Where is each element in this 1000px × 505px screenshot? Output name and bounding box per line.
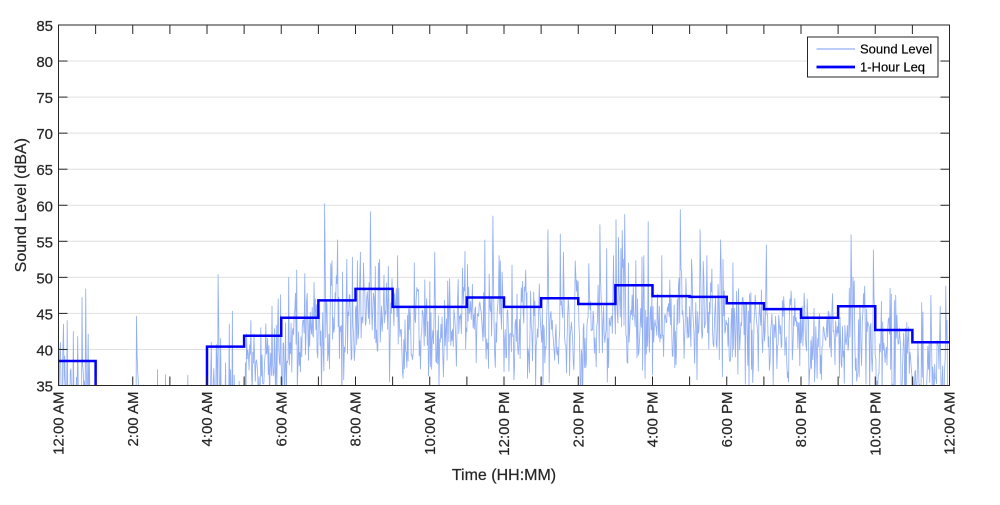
svg-text:12:00 AM: 12:00 AM [51,392,68,455]
svg-text:Sound Level: Sound Level [860,42,932,57]
svg-text:60: 60 [36,198,53,215]
svg-text:75: 75 [36,90,53,107]
svg-text:50: 50 [36,270,53,287]
svg-text:6:00 AM: 6:00 AM [273,392,290,447]
svg-text:55: 55 [36,234,53,251]
svg-text:1-Hour Leq: 1-Hour Leq [860,60,925,75]
svg-text:8:00 PM: 8:00 PM [793,392,810,448]
svg-text:4:00 PM: 4:00 PM [645,392,662,448]
svg-text:12:00 AM: 12:00 AM [942,392,959,455]
svg-text:4:00 AM: 4:00 AM [199,392,216,447]
svg-text:65: 65 [36,162,53,179]
svg-text:Time (HH:MM): Time (HH:MM) [452,467,556,484]
svg-text:40: 40 [36,342,53,359]
svg-text:35: 35 [36,379,53,396]
svg-text:Sound Level (dBA): Sound Level (dBA) [13,138,30,272]
svg-text:2:00 PM: 2:00 PM [570,392,587,448]
svg-text:80: 80 [36,54,53,71]
svg-text:2:00 AM: 2:00 AM [125,392,142,447]
svg-text:6:00 PM: 6:00 PM [719,392,736,448]
svg-text:10:00 AM: 10:00 AM [422,392,439,455]
svg-text:12:00 PM: 12:00 PM [496,392,513,456]
svg-text:8:00 AM: 8:00 AM [348,392,365,447]
svg-text:85: 85 [36,18,53,35]
svg-text:70: 70 [36,126,53,143]
svg-text:10:00 PM: 10:00 PM [867,392,884,456]
svg-text:45: 45 [36,306,53,323]
